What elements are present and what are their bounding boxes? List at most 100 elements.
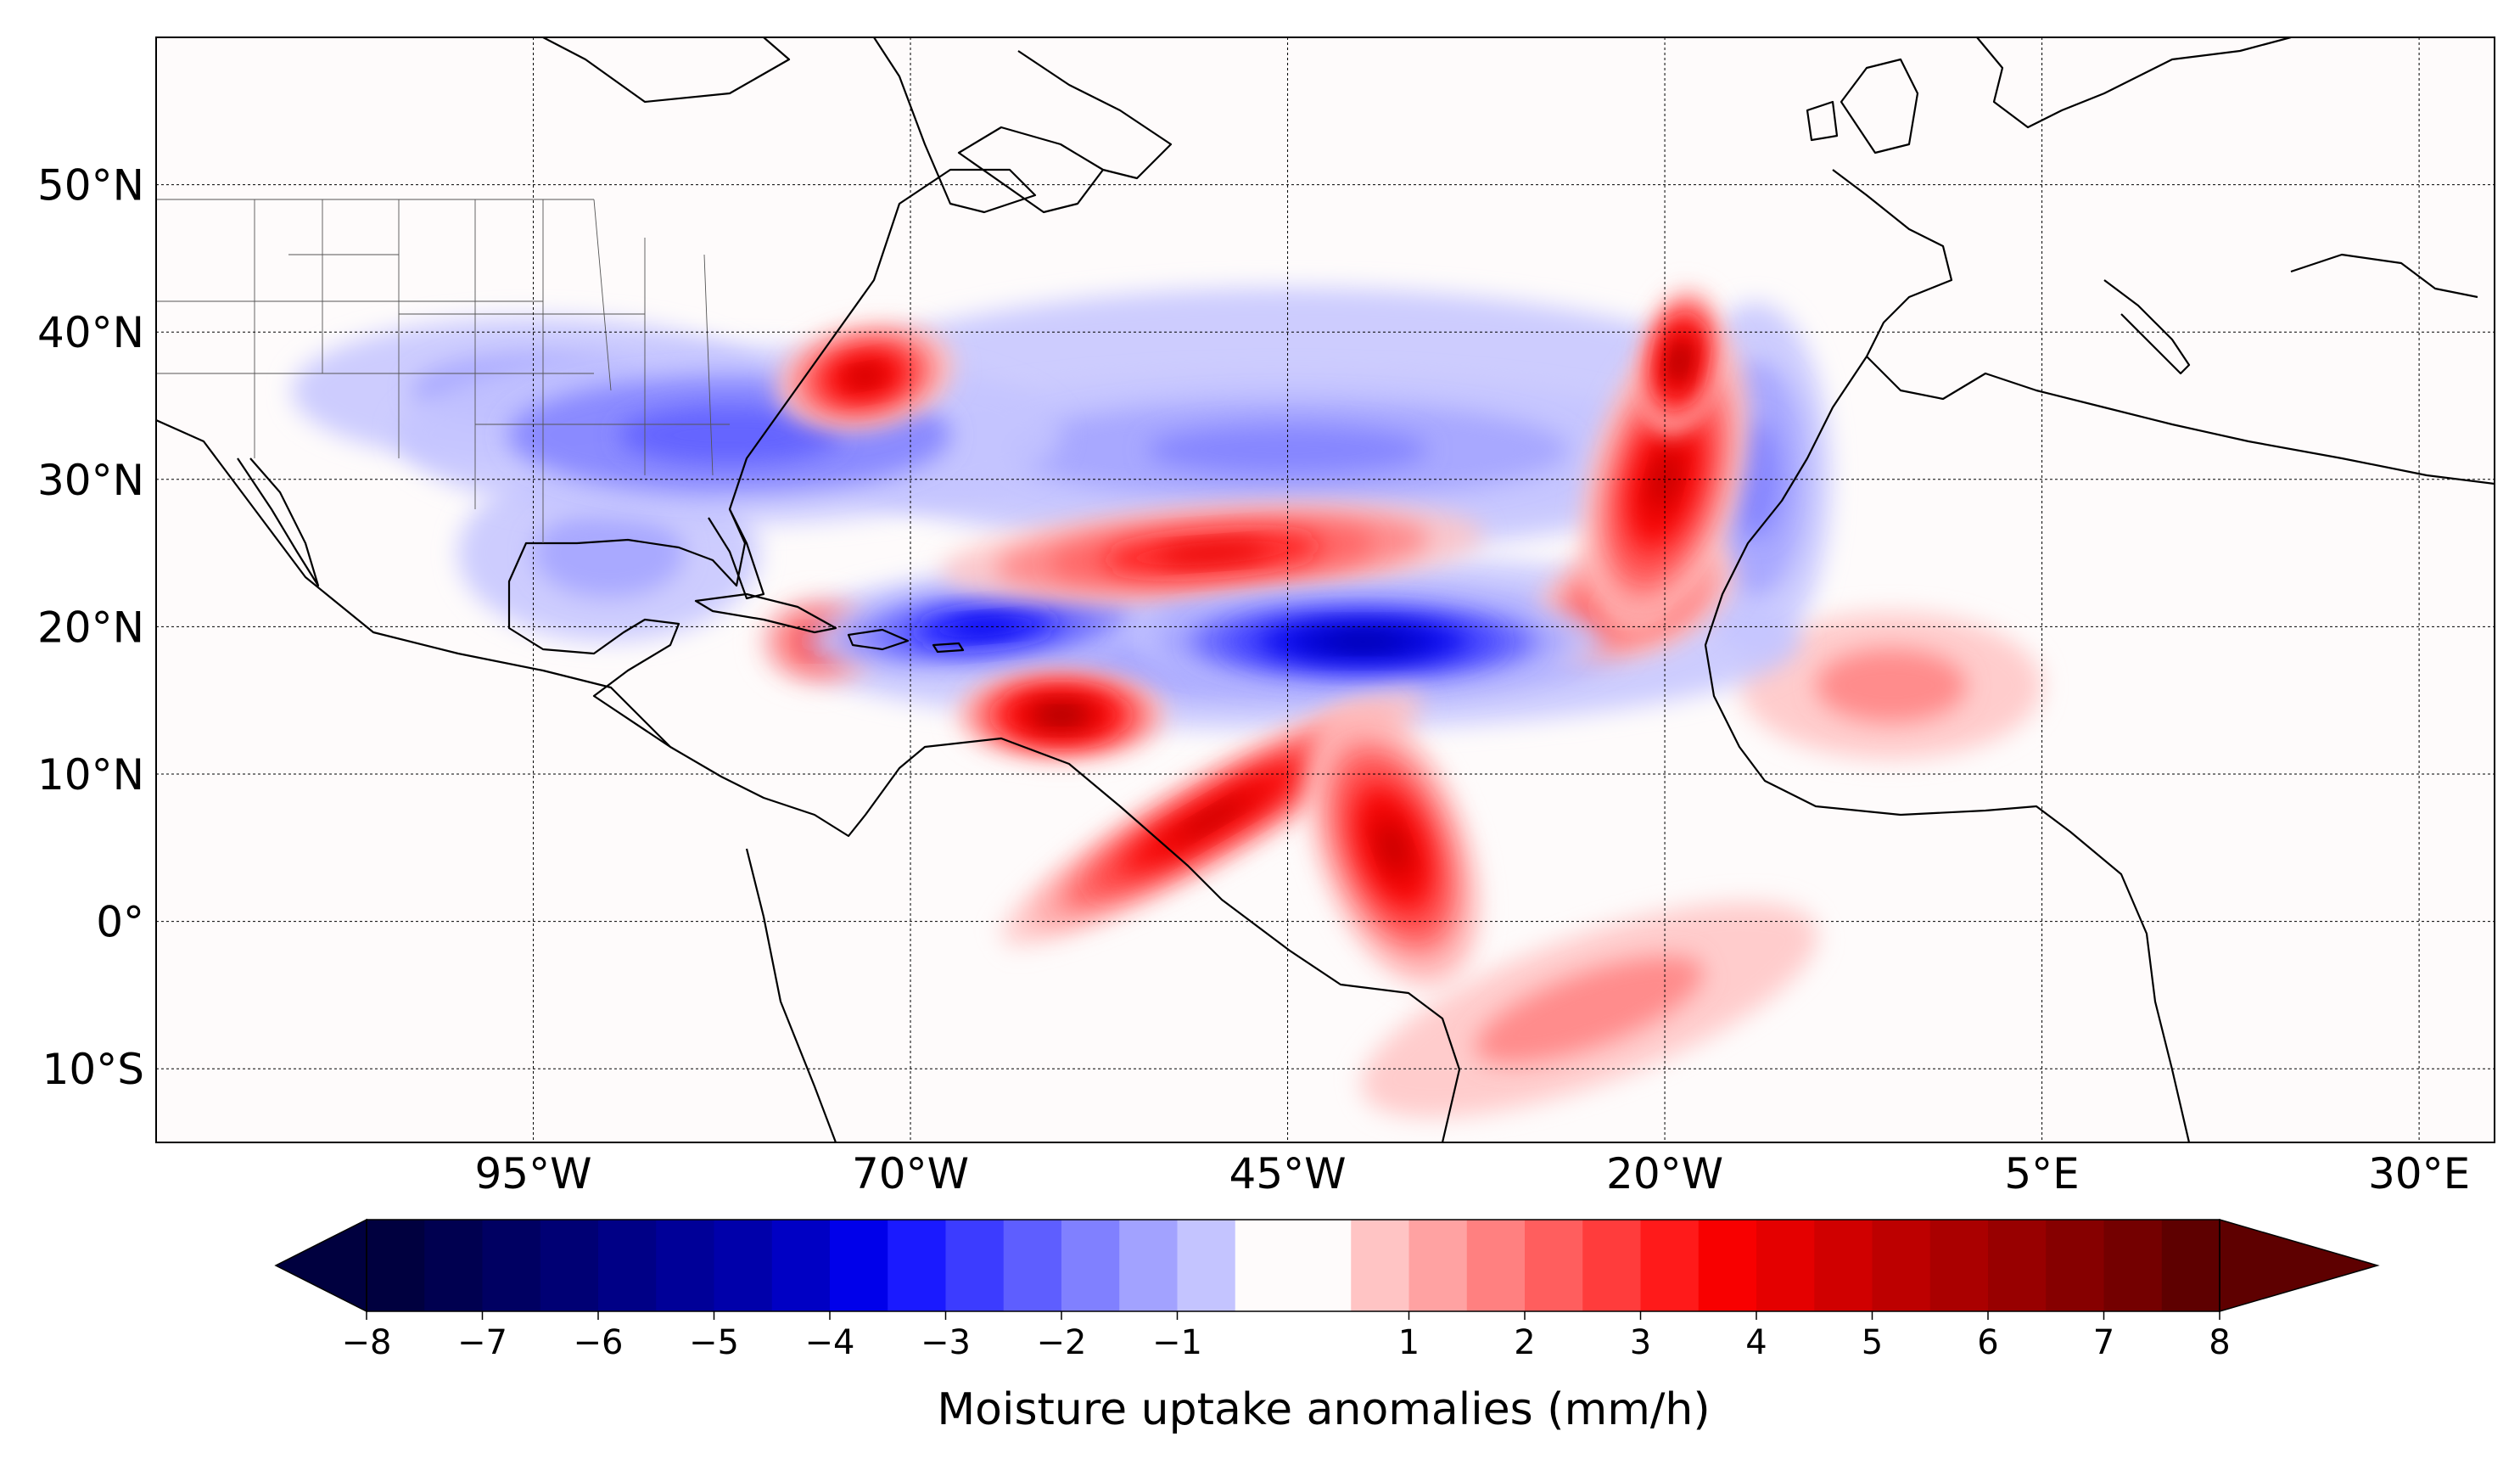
colorbar-tick-label: 6 bbox=[1977, 1323, 1998, 1362]
colorbar-box bbox=[1814, 1220, 1873, 1311]
coastline-europe-africa bbox=[1704, 37, 2495, 1142]
colorbar-box bbox=[1235, 1220, 1352, 1311]
colorbar-box bbox=[1640, 1220, 1700, 1311]
colorbar-box bbox=[367, 1220, 425, 1311]
colorbar-box bbox=[1177, 1220, 1236, 1311]
colorbar-box bbox=[1119, 1220, 1178, 1311]
colorbar-box bbox=[1988, 1220, 2047, 1311]
lat-tick-label: 40°N bbox=[37, 308, 144, 357]
colorbar-tick-label: 1 bbox=[1398, 1323, 1420, 1362]
coastline-florida bbox=[708, 508, 765, 600]
colorbar-tick-label: −3 bbox=[921, 1323, 971, 1362]
colorbar-box bbox=[540, 1220, 599, 1311]
anomaly-field bbox=[292, 288, 2042, 1118]
lat-tick-label: 10°S bbox=[42, 1045, 144, 1094]
colorbar-box bbox=[598, 1220, 657, 1311]
colorbar-box bbox=[1466, 1220, 1526, 1311]
colorbar-box bbox=[1756, 1220, 1815, 1311]
anomaly-west-africa-surplus bbox=[1739, 612, 2042, 760]
anomaly-contour bbox=[1182, 800, 1243, 837]
colorbar-extend-max bbox=[2219, 1219, 2380, 1312]
colorbar-tick-label: 5 bbox=[1862, 1323, 1883, 1362]
colorbar-box bbox=[1698, 1220, 1757, 1311]
colorbar-box bbox=[1003, 1220, 1062, 1311]
anomaly-subtropical-surplus-band bbox=[941, 502, 1483, 604]
colorbar-box bbox=[945, 1220, 1005, 1311]
anomaly-caribbean-deficit bbox=[805, 580, 1167, 674]
colorbar-tick-label: −2 bbox=[1037, 1323, 1087, 1362]
colorbar-box bbox=[1872, 1220, 1931, 1311]
lat-tick-labels: 50°N 40°N 30°N 20°N 10°N 0° 10°S bbox=[37, 161, 144, 1095]
lat-tick-label: 20°N bbox=[37, 603, 144, 652]
colorbar-tick-label: −5 bbox=[689, 1323, 739, 1362]
colorbar-tick-label: −1 bbox=[1152, 1323, 1202, 1362]
colorbar-box bbox=[1408, 1220, 1468, 1311]
anomaly-us-east-coast-surplus bbox=[776, 323, 955, 429]
colorbar-tick-label: 8 bbox=[2209, 1323, 2230, 1362]
gridlines bbox=[156, 37, 2495, 1142]
coastline-canada bbox=[957, 50, 1173, 214]
colorbar-box bbox=[1061, 1220, 1120, 1311]
anomaly-south-atlantic-surplus bbox=[1361, 901, 1818, 1118]
us-state-borders bbox=[156, 199, 730, 543]
lon-tick-label: 95°W bbox=[474, 1149, 591, 1198]
coastline-baja bbox=[237, 457, 320, 587]
anomaly-contour bbox=[1475, 956, 1704, 1064]
anomaly-contour bbox=[1675, 352, 1685, 371]
colorbar-label: Moisture uptake anomalies (mm/h) bbox=[937, 1384, 1710, 1435]
coastline-americas bbox=[507, 37, 1461, 1142]
lon-tick-label: 20°W bbox=[1606, 1149, 1723, 1198]
colorbar-box bbox=[656, 1220, 714, 1311]
anomaly-equatorial-atlantic-surplus bbox=[1306, 706, 1481, 989]
coastline-pacific-americas bbox=[156, 418, 837, 1142]
lon-tick-label: 45°W bbox=[1229, 1149, 1347, 1198]
lat-tick-label: 30°N bbox=[37, 456, 144, 505]
lat-tick-label: 10°N bbox=[37, 750, 144, 800]
colorbar-tick-label: 2 bbox=[1514, 1323, 1535, 1362]
colorbar-tick-label: −6 bbox=[574, 1323, 624, 1362]
colorbar: −8 −7 −6 −5 −4 −3 −2 −1 1 2 3 4 5 6 7 8 Moisture uptake… bbox=[274, 1218, 2380, 1435]
anomaly-caribbean-surplus bbox=[955, 671, 1168, 760]
colorbar-tick-label: −4 bbox=[805, 1323, 855, 1362]
colorbar-ticks: −8 −7 −6 −5 −4 −3 −2 −1 1 2 3 4 5 6 7 8 bbox=[342, 1311, 2231, 1362]
coastlines bbox=[156, 37, 2495, 1142]
colorbar-tick-label: 4 bbox=[1745, 1323, 1767, 1362]
lat-tick-label: 0° bbox=[96, 898, 144, 947]
colorbar-box bbox=[830, 1220, 888, 1311]
anomaly-contour bbox=[1048, 710, 1075, 721]
colorbar-box bbox=[424, 1220, 483, 1311]
colorbar-box bbox=[1525, 1220, 1583, 1311]
colorbar-box bbox=[771, 1220, 831, 1311]
anomaly-contour bbox=[533, 508, 685, 598]
colorbar-boxes bbox=[367, 1220, 2220, 1311]
anomaly-contour bbox=[949, 617, 1022, 637]
anomaly-contour bbox=[852, 368, 878, 384]
coastline-british-isles bbox=[1806, 58, 1919, 154]
anomaly-tropical-atlantic-deficit-core bbox=[1121, 590, 1604, 693]
anomaly-contour bbox=[1157, 542, 1267, 564]
anomaly-contour bbox=[1380, 828, 1406, 868]
colorbar-box bbox=[1929, 1220, 1989, 1311]
colorbar-box bbox=[2046, 1220, 2104, 1311]
colorbar-tick-label: 3 bbox=[1630, 1323, 1651, 1362]
colorbar-box bbox=[482, 1220, 541, 1311]
lon-tick-labels: 95°W 70°W 45°W 20°W 5°E 30°E bbox=[474, 1149, 2470, 1198]
colorbar-extend-min bbox=[274, 1218, 367, 1313]
colorbar-frame bbox=[366, 1219, 2220, 1312]
colorbar-box bbox=[2103, 1220, 2163, 1311]
anomaly-contour bbox=[1328, 634, 1398, 649]
anomaly-contour bbox=[1815, 648, 1967, 723]
colorbar-tick-label: 7 bbox=[2093, 1323, 2114, 1362]
anomaly-contour bbox=[619, 405, 841, 465]
colorbar-box bbox=[714, 1220, 773, 1311]
colorbar-box bbox=[1582, 1220, 1641, 1311]
coastline-mediterranean bbox=[2103, 253, 2478, 375]
lat-tick-label: 50°N bbox=[37, 161, 144, 210]
lon-tick-label: 70°W bbox=[852, 1149, 969, 1198]
lon-tick-label: 30°E bbox=[2368, 1149, 2470, 1198]
lon-tick-label: 5°E bbox=[2004, 1149, 2079, 1198]
colorbar-box bbox=[2161, 1220, 2220, 1311]
colorbar-box bbox=[888, 1220, 946, 1311]
map-frame bbox=[155, 36, 2495, 1143]
